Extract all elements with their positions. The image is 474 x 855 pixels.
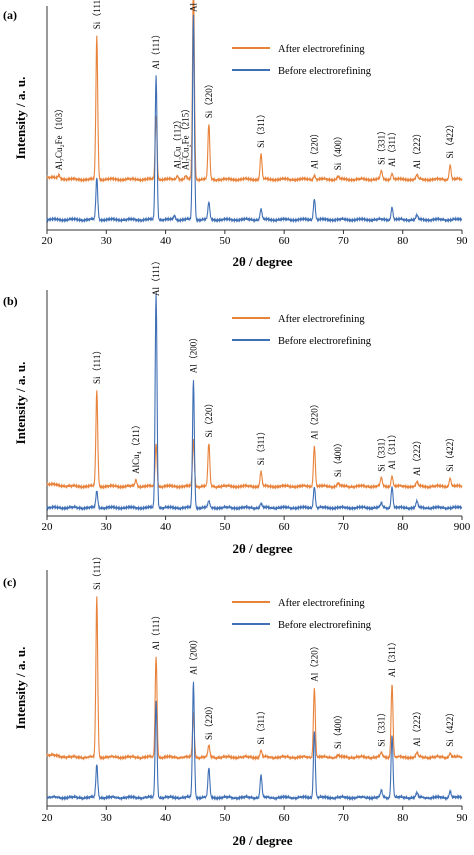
peak-annotation: Al（222） bbox=[412, 129, 422, 170]
legend-label: Before electrorefining bbox=[278, 66, 372, 77]
peak-annotation: Si（220） bbox=[204, 701, 214, 740]
series-line-before bbox=[46, 681, 463, 802]
x-tick-label: 30 bbox=[101, 521, 113, 533]
legend-label: Before electrorefining bbox=[278, 336, 372, 347]
panel-label: (b) bbox=[3, 294, 18, 308]
x-tick-label: 80 bbox=[397, 521, 409, 533]
chart-panel-c: (c) 20 30 40 50 60 70 80 90 2θ / degree Intensity … bbox=[3, 552, 468, 848]
y-axis-title: Intensity / a. u. bbox=[13, 77, 28, 160]
x-tick-label: 40 bbox=[160, 812, 172, 824]
peak-annotation: Si（220） bbox=[204, 79, 214, 118]
legend-label: After electrorefining bbox=[278, 598, 365, 609]
peak-annotation: Al₇Cu₂Fe（215） bbox=[181, 104, 191, 170]
x-tick-label: 60 bbox=[279, 235, 291, 247]
peak-annotation: Al（311） bbox=[387, 637, 397, 677]
x-tick-label: 20 bbox=[42, 812, 54, 824]
legend-label: After electrorefining bbox=[278, 314, 365, 325]
peak-annotation: Si（220） bbox=[204, 398, 214, 437]
x-tick-label: 50 bbox=[219, 812, 231, 824]
x-tick-label: 20 bbox=[42, 521, 54, 533]
peak-annotation: Si（331） bbox=[376, 126, 386, 165]
x-tick-label: 70 bbox=[338, 235, 350, 247]
y-axis-title: Intensity / a. u. bbox=[13, 362, 28, 445]
peak-annotation: AlCu₄（211） bbox=[131, 420, 141, 474]
x-tick-label: 50 bbox=[219, 521, 231, 533]
peak-annotation: Si（422） bbox=[445, 433, 455, 472]
peak-annotation: Si（422） bbox=[445, 708, 455, 747]
peak-annotation: Al₂Cu（112） bbox=[172, 115, 182, 169]
peak-annotation: Al（220） bbox=[309, 399, 319, 440]
peak-annotation: Al（111） bbox=[151, 611, 161, 651]
peak-annotation: Al（220） bbox=[309, 129, 319, 170]
x-tick-label: 90 bbox=[457, 812, 469, 824]
legend-label: Before electrorefining bbox=[278, 620, 372, 631]
x-tick-label: 80 bbox=[397, 812, 409, 824]
x-tick-label: 80 bbox=[397, 235, 409, 247]
series-line-after bbox=[46, 390, 463, 490]
x-axis-title: 2θ / degree bbox=[233, 541, 293, 556]
series-line-before bbox=[46, 14, 463, 224]
legend-label: After electrorefining bbox=[278, 44, 365, 55]
x-tick-label: 60 bbox=[279, 521, 291, 533]
peak-annotation: Al（222） bbox=[412, 706, 422, 747]
x-tick-label: 70 bbox=[338, 812, 350, 824]
peak-annotation: Al（311） bbox=[387, 127, 397, 167]
x-axis-title: 2θ / degree bbox=[233, 254, 293, 269]
x-axis-title: 2θ / degree bbox=[233, 833, 293, 848]
peak-annotation: Al₇Cu₂Fe（103） bbox=[54, 104, 64, 170]
peak-annotation: Si（311） bbox=[256, 109, 266, 148]
chart-panel-a: (a) 20 30 40 50 60 70 80 90 2θ / degree Intensity … bbox=[3, 0, 468, 269]
peak-annotation: Al（200） bbox=[188, 0, 198, 12]
peak-annotation: Si（400） bbox=[333, 131, 343, 170]
x-tick-label: 70 bbox=[338, 521, 350, 533]
peak-annotation: Si（111） bbox=[92, 0, 102, 29]
peak-annotation: Si（111） bbox=[92, 552, 102, 590]
peak-annotation: Si（331） bbox=[376, 708, 386, 747]
peak-annotation: Si（422） bbox=[445, 119, 455, 158]
peak-annotation: Si（111） bbox=[92, 346, 102, 384]
x-tick-label: 90 bbox=[457, 235, 469, 247]
peak-annotation: Al（200） bbox=[188, 333, 198, 374]
panel-label: (c) bbox=[3, 575, 16, 589]
series-line-after bbox=[46, 0, 463, 183]
x-tick-label: 900 bbox=[454, 521, 471, 533]
peak-annotation: Al（111） bbox=[151, 30, 161, 70]
x-tick-label: 20 bbox=[42, 235, 54, 247]
peak-annotation: Al（222） bbox=[412, 435, 422, 476]
peak-annotation: Al（311） bbox=[387, 429, 397, 469]
series-line-before bbox=[46, 293, 463, 512]
peak-annotation: Si（311） bbox=[256, 427, 266, 466]
y-axis-title: Intensity / a. u. bbox=[13, 647, 28, 730]
x-tick-label: 30 bbox=[101, 812, 113, 824]
x-tick-label: 50 bbox=[219, 235, 231, 247]
peak-annotation: Si（311） bbox=[256, 706, 266, 745]
panel-label: (a) bbox=[3, 8, 17, 22]
chart-panel-b: (b) 20 30 40 50 60 70 80 900 2θ / degree Intensity… bbox=[3, 256, 471, 556]
peak-annotation: Si（400） bbox=[333, 438, 343, 477]
peak-annotation: Si（400） bbox=[333, 710, 343, 749]
x-tick-label: 30 bbox=[101, 235, 113, 247]
x-tick-label: 40 bbox=[160, 521, 172, 533]
peak-annotation: Al（220） bbox=[309, 641, 319, 682]
peak-annotation: Si（331） bbox=[376, 433, 386, 472]
x-tick-label: 60 bbox=[279, 812, 291, 824]
peak-annotation: Al（200） bbox=[188, 634, 198, 675]
peak-annotation: Al（111） bbox=[151, 256, 161, 296]
series-line-after bbox=[46, 596, 463, 761]
x-tick-label: 40 bbox=[160, 235, 172, 247]
